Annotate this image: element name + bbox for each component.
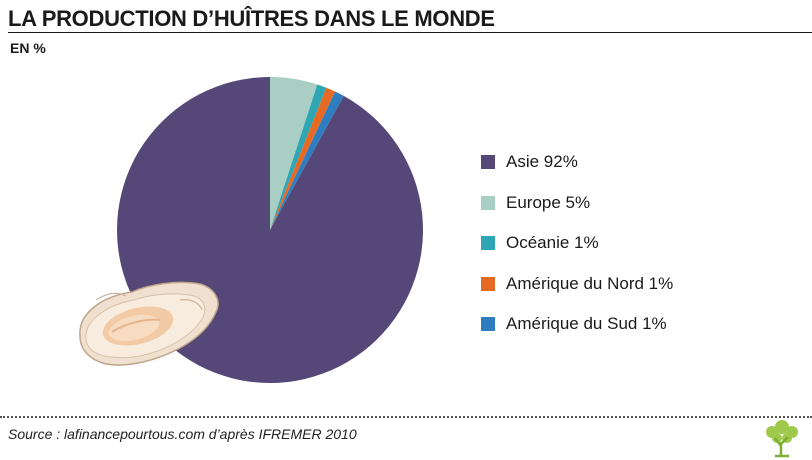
legend-label: Amérique du Nord 1% [506, 273, 674, 293]
legend-item: Europe 5% [481, 183, 673, 224]
pie-slice-europe [270, 77, 318, 230]
chart-title: LA PRODUCTION D’HUÎTRES DANS LE MONDE [8, 6, 495, 31]
source-divider [0, 416, 812, 418]
legend-item: Amérique du Nord 1% [481, 264, 673, 305]
legend-label: Amérique du Sud 1% [506, 314, 667, 334]
legend-label: Asie 92% [506, 152, 578, 172]
pie-slice-oceanie [270, 84, 327, 231]
legend-item: Amérique du Sud 1% [481, 304, 673, 345]
source-note: Source : lafinancepourtous.com d’après I… [8, 426, 357, 442]
legend-swatch [481, 276, 495, 291]
oyster-illustration [79, 281, 219, 366]
legend-swatch [481, 155, 495, 170]
legend-label: Europe 5% [506, 192, 591, 212]
legend-item: Asie 92% [481, 142, 673, 183]
chart-unit: EN % [10, 40, 46, 56]
legend-swatch [481, 195, 495, 210]
pie-slice-amerique-du-nord [270, 87, 336, 230]
tree-icon [766, 420, 798, 458]
pie-slice-amerique-du-sud [270, 91, 344, 230]
legend-item: Océanie 1% [481, 223, 673, 264]
chart-legend: Asie 92% Europe 5% Océanie 1% Amérique du N… [481, 142, 673, 345]
legend-label: Océanie 1% [506, 233, 599, 253]
title-divider [8, 32, 812, 33]
legend-swatch [481, 236, 495, 251]
legend-swatch [481, 317, 495, 332]
